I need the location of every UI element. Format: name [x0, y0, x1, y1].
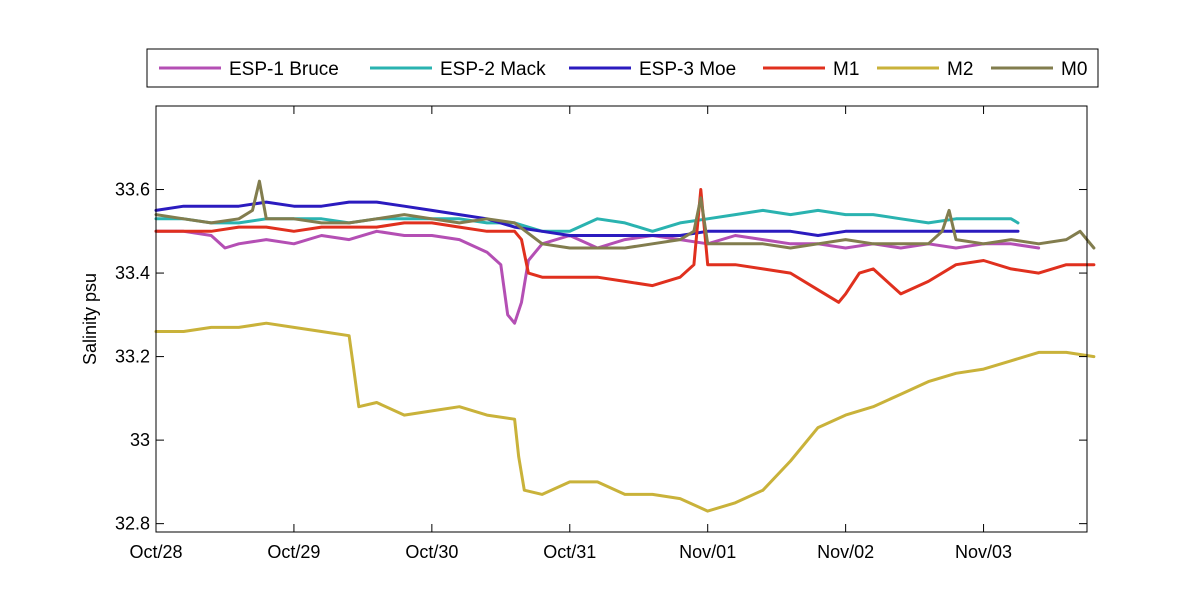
series-line-m0 — [154, 179, 1096, 250]
x-tick-label: Oct/29 — [267, 542, 320, 562]
axes-frame — [155, 105, 1088, 533]
y-tick-label: 33.4 — [115, 263, 150, 283]
x-tick-label: Nov/01 — [679, 542, 736, 562]
legend-entry-label: ESP-2 Mack — [440, 59, 546, 80]
y-tick-label: 33.6 — [115, 180, 150, 200]
x-tick-label: Oct/28 — [129, 542, 182, 562]
series-line-esp-3-moe — [154, 200, 1020, 237]
series-line-m1 — [154, 188, 1096, 304]
legend-entry-label: M0 — [1061, 59, 1087, 80]
legend-entry-label: ESP-1 Bruce — [229, 59, 339, 80]
axes-layer: Oct/28 Oct/29 Oct/30 Oct/31 Nov/01 Nov/02 Nov/… — [115, 105, 1088, 562]
legend-entry-label: ESP-3 Moe — [639, 59, 736, 80]
y-tick-label: 33.2 — [115, 347, 150, 367]
x-tick-label: Oct/31 — [543, 542, 596, 562]
y-tick-label: 33 — [130, 430, 150, 450]
x-tick-label: Oct/30 — [405, 542, 458, 562]
series-layer — [154, 179, 1096, 513]
x-tick-label: Nov/03 — [955, 542, 1012, 562]
legend-entry-label: M1 — [833, 59, 859, 80]
plot-area — [156, 106, 1087, 532]
legend-entry-label: M2 — [947, 59, 973, 80]
y-axis-title: Salinity psu — [80, 273, 100, 365]
series-line-m2 — [154, 321, 1096, 513]
legend: ESP-1 Bruce ESP-2 Mack ESP-3 Moe M1 M2 M0 — [146, 48, 1099, 88]
y-tick-label: 32.8 — [115, 514, 150, 534]
x-tick-label: Nov/02 — [817, 542, 874, 562]
